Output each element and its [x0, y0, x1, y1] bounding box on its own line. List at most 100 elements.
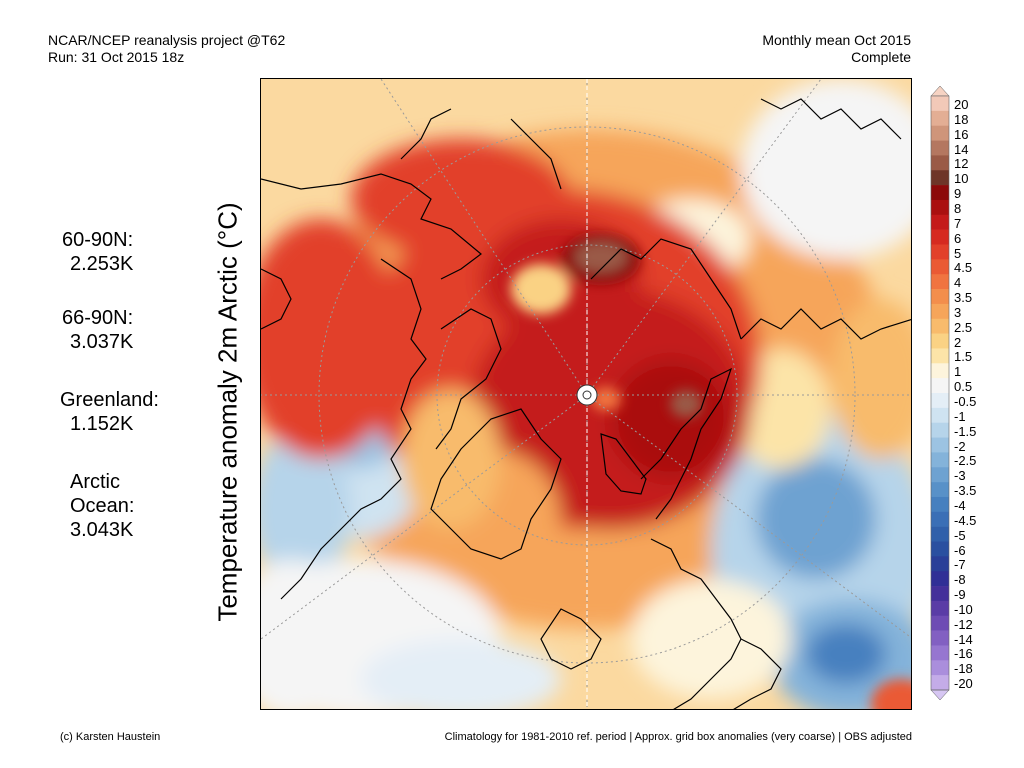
colorbar-swatch	[931, 660, 949, 676]
colorbar-swatch	[931, 214, 949, 230]
colorbar-swatch	[931, 229, 949, 245]
colorbar-tick-label: -7	[954, 557, 966, 573]
colorbar-tick-label: -2.5	[954, 453, 977, 469]
colorbar-bottom-arrow	[930, 689, 950, 700]
colorbar-swatch	[931, 541, 949, 557]
header-left: NCAR/NCEP reanalysis project @T62 Run: 3…	[48, 32, 285, 66]
stat-label: 66-90N:	[62, 307, 134, 329]
colorbar-tick-label: -2	[954, 438, 966, 454]
colorbar-swatch	[931, 244, 949, 260]
coastlines	[261, 98, 911, 709]
colorbar-tick-label: 2	[954, 334, 962, 350]
colorbar-swatch	[931, 274, 949, 290]
colorbar-swatch	[931, 289, 949, 305]
colorbar-tick-label: -0.5	[954, 394, 977, 409]
header-right: Monthly mean Oct 2015 Complete	[762, 32, 911, 66]
colorbar-swatch	[931, 259, 949, 275]
colorbar-swatch	[931, 363, 949, 379]
colorbar-tick-label: -3.5	[954, 483, 977, 499]
colorbar-tick-label: 14	[954, 141, 969, 157]
colorbar-tick-label: -12	[954, 616, 973, 632]
colorbar-swatch	[931, 586, 949, 602]
colorbar-tick-label: 8	[954, 200, 962, 216]
colorbar-swatch	[931, 170, 949, 186]
stat-label: Arctic	[70, 471, 120, 493]
colorbar-tick-label: -4	[954, 497, 966, 513]
stat-greenland: Greenland: 1.152K	[60, 388, 159, 436]
colorbar-tick-label: 18	[954, 111, 969, 127]
colorbar-tick-label: 1	[954, 364, 962, 380]
colorbar-tick-label: -4.5	[954, 512, 977, 528]
colorbar-tick-label: 3.5	[954, 290, 973, 306]
colorbar-swatch	[931, 303, 949, 320]
colorbar-tick-label: 9	[954, 186, 962, 202]
colorbar-swatch	[931, 407, 949, 423]
colorbar-swatch	[931, 110, 949, 126]
colorbar-swatch	[931, 452, 949, 468]
colorbar-swatch	[931, 348, 949, 364]
colorbar-tick-label: -18	[954, 661, 973, 677]
colorbar-outline	[930, 95, 950, 691]
colorbar-tick-label: -1.5	[954, 423, 977, 439]
colorbar-tick-label: 10	[954, 171, 969, 187]
colorbar-tick-label: 4	[954, 275, 962, 291]
stat-label: 60-90N:	[62, 229, 134, 251]
colorbar	[930, 86, 950, 700]
stat-arctic-ocean: Arctic Ocean: 3.043K	[70, 470, 134, 542]
colorbar-swatch	[931, 600, 949, 617]
colorbar-swatch	[931, 199, 949, 216]
header-title: NCAR/NCEP reanalysis project @T62	[48, 32, 286, 48]
stat-value: 3.037K	[70, 331, 134, 353]
colorbar-tick-label: 0.5	[954, 379, 973, 395]
colorbar-swatch	[931, 155, 949, 171]
header-status: Complete	[851, 49, 911, 65]
stat-66-90n: 66-90N: 3.037K	[62, 306, 133, 354]
colorbar-swatch	[931, 422, 949, 438]
stat-60-90n: 60-90N: 2.253K	[62, 228, 133, 276]
colorbar-swatch	[931, 482, 949, 498]
header-period: Monthly mean Oct 2015	[762, 32, 911, 48]
colorbar-swatch	[931, 140, 949, 156]
colorbar-swatch	[931, 318, 949, 334]
colorbar-swatch	[931, 467, 949, 483]
colorbar-swatch	[931, 437, 949, 453]
stat-label: Greenland:	[60, 389, 159, 411]
colorbar-swatch	[931, 615, 949, 631]
footer-note: Climatology for 1981-2010 ref. period | …	[444, 731, 912, 743]
colorbar-tick-label: -5	[954, 527, 966, 543]
colorbar-swatch	[931, 526, 949, 542]
stat-value: 3.043K	[70, 519, 134, 541]
header-run: Run: 31 Oct 2015 18z	[48, 49, 185, 65]
colorbar-swatch	[931, 675, 949, 691]
colorbar-tick-label: 4.5	[954, 260, 973, 276]
colorbar-tick-label: 1.5	[954, 349, 973, 365]
colorbar-tick-label: -6	[954, 542, 966, 558]
north-pole-inner	[582, 390, 592, 400]
arctic-anomaly-map	[260, 78, 912, 710]
north-pole-marker	[576, 384, 598, 406]
colorbar-swatch	[931, 96, 949, 112]
stat-label-2: Ocean:	[70, 495, 135, 517]
colorbar-swatch	[931, 378, 949, 394]
colorbar-tick-label: 5	[954, 245, 962, 261]
colorbar-tick-label: -8	[954, 572, 966, 588]
map-svg	[261, 79, 911, 709]
colorbar-tick-label: -3	[954, 468, 966, 484]
colorbar-tick-label: 16	[954, 126, 969, 142]
stat-value: 1.152K	[70, 413, 134, 435]
colorbar-swatch	[931, 630, 949, 646]
colorbar-swatch	[931, 333, 949, 349]
y-axis-label: Temperature anomaly 2m Arctic (°C)	[212, 202, 243, 622]
colorbar-tick-label: 12	[954, 156, 969, 172]
colorbar-tick-label: 6	[954, 230, 962, 246]
colorbar-tick-label: -16	[954, 646, 973, 662]
colorbar-swatch	[931, 645, 949, 661]
colorbar-swatch	[931, 125, 949, 141]
colorbar-swatch	[931, 556, 949, 572]
colorbar-tick-label: 7	[954, 215, 962, 231]
colorbar-tick-label: -14	[954, 631, 973, 647]
colorbar-tick-label: 20	[954, 97, 969, 112]
colorbar-tick-label: -1	[954, 408, 966, 424]
colorbar-swatch	[931, 511, 949, 527]
colorbar-swatch	[931, 185, 949, 201]
